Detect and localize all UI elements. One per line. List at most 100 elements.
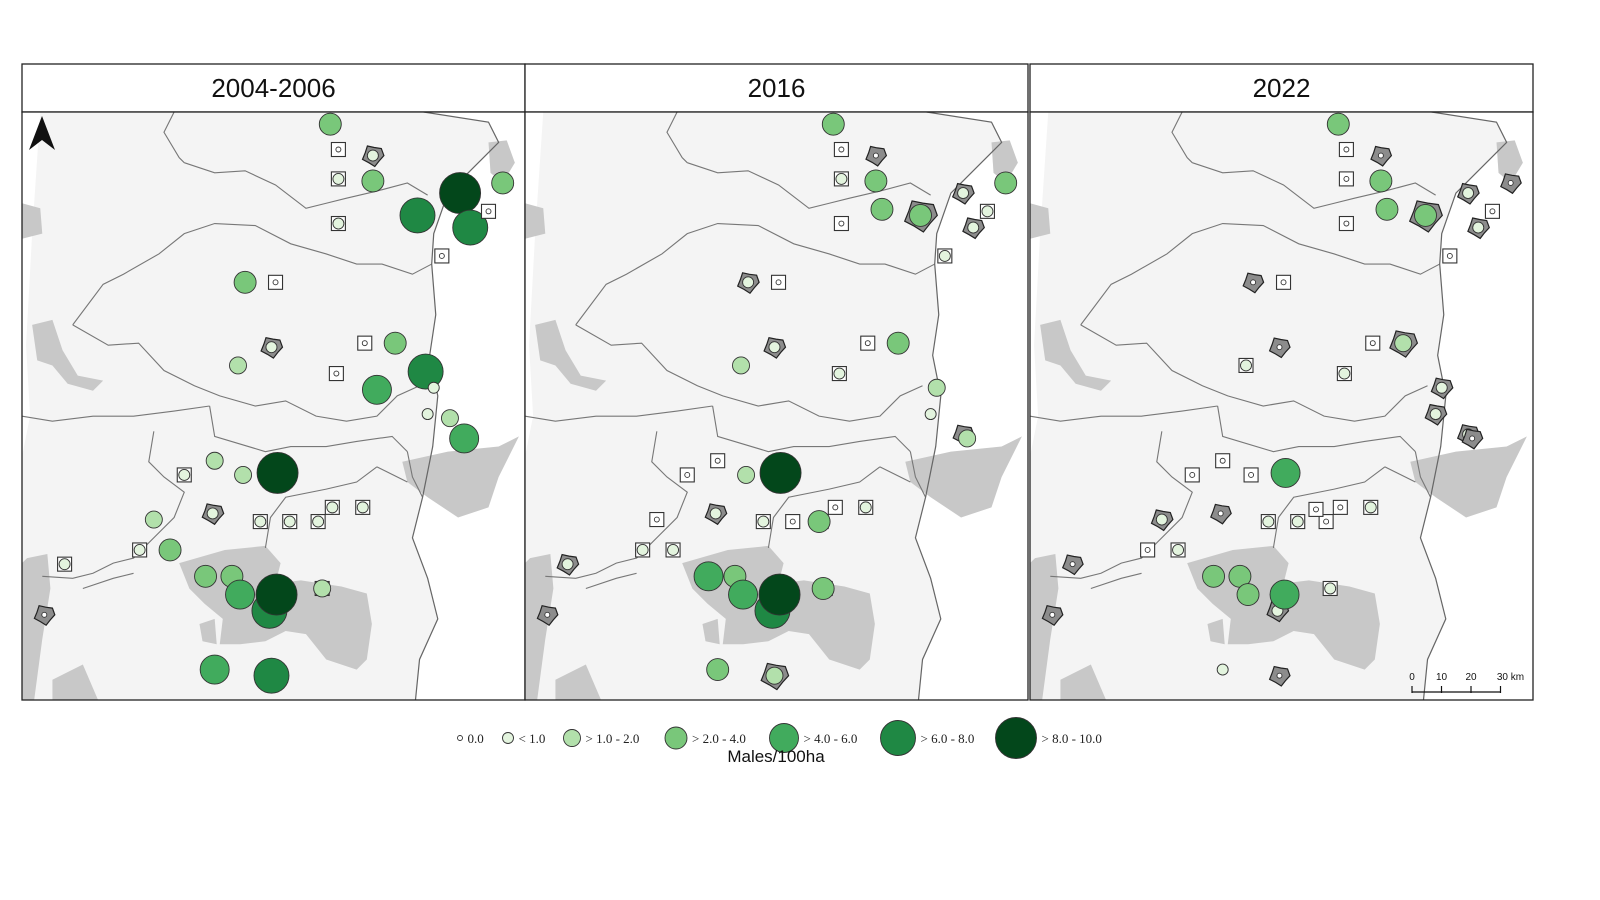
density-circle bbox=[332, 172, 345, 185]
density-circle bbox=[438, 253, 445, 259]
density-circle bbox=[1313, 506, 1319, 513]
density-circle bbox=[1429, 408, 1442, 421]
density-circle bbox=[653, 516, 660, 523]
density-circle bbox=[1375, 197, 1399, 221]
density-circle bbox=[1240, 359, 1252, 372]
density-circle bbox=[1377, 152, 1384, 159]
density-circle bbox=[133, 544, 146, 556]
density-circle bbox=[864, 340, 871, 347]
density-circle bbox=[838, 220, 845, 227]
density-circle bbox=[1202, 564, 1226, 588]
density-circle bbox=[1323, 518, 1330, 525]
density-circle bbox=[225, 579, 255, 610]
density-circle bbox=[178, 468, 191, 481]
density-circle bbox=[144, 510, 163, 529]
density-circle bbox=[233, 270, 257, 294]
density-circle bbox=[938, 250, 951, 262]
map-area bbox=[525, 112, 1028, 700]
panel-title: 2022 bbox=[1253, 73, 1311, 103]
density-circle bbox=[714, 457, 721, 464]
density-circle bbox=[427, 381, 440, 394]
density-circle bbox=[1489, 208, 1496, 215]
density-circle bbox=[1394, 334, 1413, 353]
density-circle bbox=[1469, 435, 1476, 442]
density-circle bbox=[1155, 513, 1168, 526]
map-frame bbox=[524, 111, 1029, 701]
legend-label: 0.0 bbox=[468, 731, 484, 746]
density-circle bbox=[1250, 279, 1257, 286]
density-circle bbox=[1270, 457, 1301, 488]
density-circle bbox=[742, 276, 755, 289]
density-circle bbox=[1364, 501, 1377, 514]
density-circle bbox=[1414, 203, 1437, 227]
density-circle bbox=[272, 279, 279, 286]
density-circle bbox=[1343, 146, 1350, 153]
density-circle bbox=[561, 558, 574, 571]
legend-label: > 4.0 - 6.0 bbox=[804, 731, 858, 746]
density-circle bbox=[399, 197, 436, 234]
density-circle bbox=[870, 197, 894, 221]
map-area bbox=[22, 112, 525, 700]
density-circle bbox=[1248, 471, 1255, 478]
density-circle bbox=[838, 146, 845, 153]
density-circle bbox=[709, 507, 722, 520]
density-circle bbox=[693, 561, 724, 592]
density-circle bbox=[158, 538, 182, 562]
legend-item: > 1.0 - 2.0 bbox=[563, 729, 640, 747]
panel-title-box bbox=[21, 63, 526, 113]
density-circle bbox=[768, 341, 781, 354]
density-circle bbox=[832, 504, 839, 511]
density-circle bbox=[1291, 515, 1304, 528]
density-circle bbox=[253, 657, 290, 694]
legend-swatch bbox=[664, 726, 688, 750]
density-circle bbox=[958, 429, 977, 448]
density-circle bbox=[1326, 112, 1350, 136]
density-circle bbox=[1144, 547, 1151, 553]
density-circle bbox=[229, 356, 247, 375]
density-circle bbox=[421, 408, 434, 421]
density-circle bbox=[684, 471, 691, 478]
density-circle bbox=[1276, 344, 1283, 351]
density-circle bbox=[1269, 579, 1300, 610]
density-circle bbox=[1216, 663, 1229, 676]
density-circle bbox=[1343, 220, 1350, 227]
density-circle bbox=[807, 510, 831, 534]
panel-title-box bbox=[1029, 63, 1534, 113]
density-circle bbox=[485, 208, 492, 215]
panel-title-box bbox=[524, 63, 1029, 113]
density-circle bbox=[981, 205, 994, 218]
density-circle bbox=[1236, 583, 1260, 607]
density-circle bbox=[1369, 340, 1376, 347]
density-circle bbox=[957, 187, 970, 200]
scale-tick-label: 20 bbox=[1465, 672, 1477, 683]
legend-item: > 2.0 - 4.0 bbox=[664, 726, 746, 750]
density-circle bbox=[1069, 561, 1076, 568]
density-circle bbox=[361, 374, 392, 405]
legend-label: > 1.0 - 2.0 bbox=[586, 731, 640, 746]
density-circle bbox=[1219, 457, 1226, 464]
density-circle bbox=[1189, 471, 1196, 478]
legend-label: < 1.0 bbox=[519, 731, 546, 746]
density-circle bbox=[924, 408, 937, 421]
density-circle bbox=[383, 331, 407, 355]
density-circle bbox=[199, 654, 230, 685]
map-frame bbox=[1029, 111, 1534, 701]
legend-swatch bbox=[457, 735, 463, 741]
density-circle bbox=[361, 340, 368, 347]
density-circle bbox=[1369, 169, 1393, 193]
map-panel: 2016 bbox=[524, 63, 1029, 701]
density-circle bbox=[765, 666, 784, 685]
density-circle bbox=[332, 217, 345, 230]
density-circle bbox=[706, 658, 730, 682]
density-circle bbox=[994, 171, 1018, 195]
density-circle bbox=[441, 409, 459, 428]
density-circle bbox=[1446, 253, 1453, 259]
legend: 0.0 < 1.0 > 1.0 - 2.0 > 2.0 - 4.0 > 4.0 - 6.… bbox=[457, 717, 1102, 759]
density-circle bbox=[967, 221, 980, 234]
legend-swatch bbox=[502, 732, 514, 744]
density-circle bbox=[1462, 187, 1475, 200]
density-circle bbox=[206, 507, 219, 520]
legend-swatch bbox=[563, 729, 581, 747]
density-circle bbox=[737, 465, 756, 484]
